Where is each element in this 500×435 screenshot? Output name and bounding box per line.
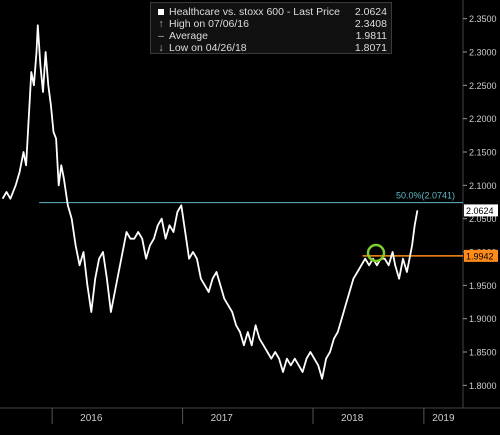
x-axis-ticks: 2016 2017 2018 2019: [51, 408, 455, 424]
y-tick-label: 2.3000: [469, 48, 497, 58]
legend-row-low: ↓ Low on 04/26/18 1.8071: [155, 42, 387, 54]
y-tick-label: 2.0500: [469, 214, 497, 224]
x-tick-label: 2019: [432, 413, 455, 424]
highlight-circle: [366, 243, 386, 263]
series-group: [1, 24, 419, 380]
legend-average-label: Average: [169, 30, 208, 42]
legend-swatch: [158, 9, 164, 15]
y-tick-label: 2.2000: [469, 114, 497, 124]
legend-box: Healthcare vs. stoxx 600 - Last Price 2.…: [150, 2, 392, 54]
y-axis-ticks: 1.80001.85001.90001.95002.00002.05002.10…: [463, 14, 497, 391]
legend-high-value: 2.3408: [354, 18, 387, 30]
orange-level-tag: 1.9942: [466, 251, 494, 261]
legend-row-title: Healthcare vs. stoxx 600 - Last Price 2.…: [155, 6, 387, 18]
arrow-down-icon: ↓: [158, 42, 164, 54]
x-tick-label: 2018: [341, 413, 364, 424]
y-tick-label: 1.8500: [469, 348, 497, 358]
y-tick-label: 1.9000: [469, 314, 497, 324]
orange-level-tag-bg: [464, 249, 498, 262]
legend-row-average: – Average 1.9811: [155, 30, 387, 42]
y-tick-label: 2.3500: [469, 14, 497, 24]
dash-icon: –: [158, 30, 164, 42]
fibonacci-50-label: 50.0%(2.0741): [396, 191, 455, 201]
legend-last-price: 2.0624: [354, 6, 387, 18]
price-tags: 2.0624 1.9942: [464, 204, 498, 262]
legend-average-value: 1.9811: [355, 30, 387, 42]
legend-row-high: ↑ High on 07/06/16 2.3408: [155, 18, 387, 30]
y-tick-label: 1.9500: [469, 281, 497, 291]
y-tick-label: 2.2500: [469, 81, 497, 91]
legend-low-label: Low on 04/26/18: [169, 42, 247, 54]
x-tick-label: 2017: [211, 413, 234, 424]
legend-low-value: 1.8071: [354, 42, 387, 54]
legend-title: Healthcare vs. stoxx 600 - Last Price: [169, 6, 340, 18]
y-tick-label: 1.8000: [469, 381, 497, 391]
y-tick-label: 2.1000: [469, 181, 497, 191]
series-line-0: [1, 24, 419, 380]
legend-high-label: High on 07/06/16: [169, 18, 249, 30]
y-tick-label: 2.1500: [469, 148, 497, 158]
arrow-up-icon: ↑: [158, 18, 164, 30]
horizontal-lines: 50.0%(2.0741): [39, 191, 463, 257]
last-price-tag-bg: [464, 204, 498, 217]
last-price-tag: 2.0624: [466, 206, 494, 216]
x-tick-label: 2016: [80, 413, 103, 424]
